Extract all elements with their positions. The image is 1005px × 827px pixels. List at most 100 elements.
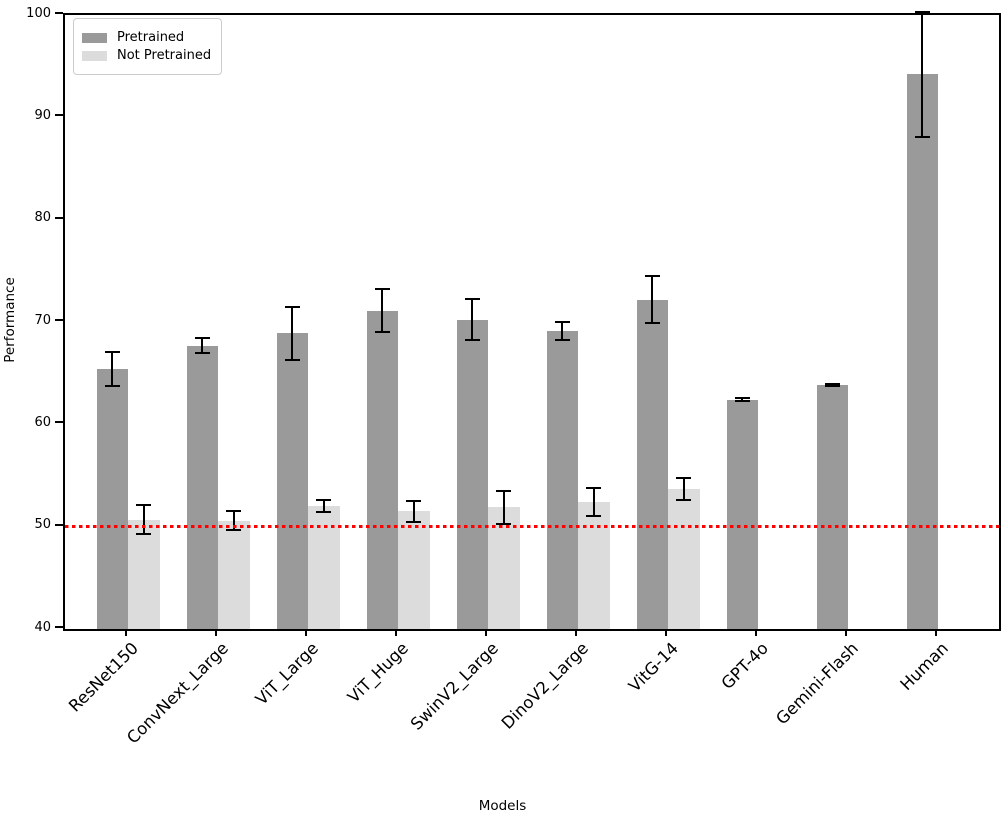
bar-pretrained-SwinV2_Large bbox=[456, 319, 488, 629]
error-bar-ViT_Huge bbox=[381, 289, 384, 333]
y-tick-label-80: 80 bbox=[34, 210, 51, 226]
error-bar-VitG-14 bbox=[682, 477, 685, 501]
x-tick-Human bbox=[935, 629, 937, 636]
error-bar-cap bbox=[284, 358, 300, 361]
error-bar-DinoV2_Large bbox=[561, 322, 564, 341]
plot-area: Pretrained Not Pretrained bbox=[63, 10, 1001, 631]
error-bar-cap bbox=[554, 339, 570, 342]
error-bar-cap bbox=[406, 520, 422, 523]
x-tick-label-Human: Human bbox=[896, 638, 953, 695]
reference-line-y50 bbox=[65, 525, 999, 529]
error-bar-cap bbox=[194, 337, 210, 340]
x-tick-label-GPT-4o: GPT-4o bbox=[717, 638, 773, 693]
error-bar-ViT_Huge bbox=[412, 501, 415, 522]
y-tick-70 bbox=[55, 319, 63, 321]
x-tick-ConvNext_Large bbox=[215, 629, 217, 636]
bar-not-pretrained-VitG-14 bbox=[668, 488, 700, 629]
error-bar-VitG-14 bbox=[651, 275, 654, 323]
error-bar-cap bbox=[316, 499, 332, 502]
bar-pretrained-GPT-4o bbox=[726, 399, 758, 629]
legend-swatch-not-pretrained bbox=[82, 50, 107, 61]
legend: Pretrained Not Pretrained bbox=[73, 18, 223, 75]
y-tick-label-50: 50 bbox=[34, 517, 51, 533]
y-axis-title-text: Performance bbox=[2, 277, 18, 363]
error-bar-cap bbox=[104, 350, 120, 353]
x-tick-ViT_Huge bbox=[395, 629, 397, 636]
error-bar-cap bbox=[496, 522, 512, 525]
y-tick-40 bbox=[55, 626, 63, 628]
error-bar-ConvNext_Large bbox=[232, 511, 235, 530]
error-bar-GPT-4o bbox=[741, 398, 744, 402]
y-tick-label-40: 40 bbox=[34, 619, 51, 635]
x-tick-Gemini-Flash bbox=[845, 629, 847, 636]
y-tick-60 bbox=[55, 421, 63, 424]
y-tick-label-100: 100 bbox=[26, 5, 51, 21]
bar-not-pretrained-ConvNext_Large bbox=[218, 520, 250, 629]
x-tick-label-ViT_Huge: ViT_Huge bbox=[343, 638, 413, 707]
error-bar-cap bbox=[136, 504, 152, 507]
error-bar-cap bbox=[496, 489, 512, 492]
error-bar-cap bbox=[284, 305, 300, 308]
error-bar-cap bbox=[824, 383, 840, 386]
error-bar-cap bbox=[676, 476, 692, 479]
error-bar-cap bbox=[136, 532, 152, 535]
bar-not-pretrained-ResNet150 bbox=[128, 519, 160, 629]
error-bar-cap bbox=[554, 321, 570, 323]
x-tick-label-ViT_Large: ViT_Large bbox=[251, 638, 323, 709]
error-bar-cap bbox=[226, 528, 242, 531]
error-bar-cap bbox=[406, 500, 422, 503]
y-tick-label-60: 60 bbox=[34, 414, 51, 430]
x-tick-ViT_Large bbox=[305, 629, 307, 636]
error-bar-cap bbox=[644, 274, 660, 277]
bar-pretrained-VitG-14 bbox=[636, 299, 668, 629]
error-bar-cap bbox=[644, 322, 660, 325]
legend-entry-not-pretrained: Not Pretrained bbox=[82, 48, 211, 63]
bar-not-pretrained-ViT_Huge bbox=[398, 511, 430, 629]
error-bar-SwinV2_Large bbox=[471, 299, 474, 341]
error-bar-Human bbox=[921, 11, 924, 137]
x-tick-label-VitG-14: VitG-14 bbox=[624, 638, 683, 696]
x-tick-DinoV2_Large bbox=[575, 629, 577, 636]
x-tick-GPT-4o bbox=[755, 629, 757, 636]
error-bar-cap bbox=[316, 511, 332, 514]
error-bar-SwinV2_Large bbox=[502, 490, 505, 524]
y-tick-80 bbox=[55, 216, 63, 219]
x-tick-label-DinoV2_Large: DinoV2_Large bbox=[497, 638, 593, 733]
x-tick-ResNet150 bbox=[125, 629, 127, 636]
bar-not-pretrained-DinoV2_Large bbox=[578, 502, 610, 629]
y-tick-90 bbox=[55, 114, 63, 117]
y-tick-50 bbox=[55, 523, 63, 526]
bar-pretrained-ConvNext_Large bbox=[186, 345, 218, 629]
legend-label-pretrained: Pretrained bbox=[117, 30, 185, 45]
error-bar-ResNet150 bbox=[111, 351, 114, 387]
x-tick-label-SwinV2_Large: SwinV2_Large bbox=[406, 638, 503, 734]
error-bar-cap bbox=[104, 385, 120, 388]
x-axis-title: Models bbox=[478, 798, 527, 814]
legend-swatch-pretrained bbox=[82, 32, 107, 43]
x-tick-label-Gemini-Flash: Gemini-Flash bbox=[772, 638, 863, 729]
error-bar-cap bbox=[226, 510, 242, 513]
error-bar-Gemini-Flash bbox=[831, 384, 834, 387]
error-bar-ConvNext_Large bbox=[201, 338, 204, 353]
error-bar-ViT_Large bbox=[322, 500, 325, 513]
error-bar-cap bbox=[586, 515, 602, 518]
error-bar-cap bbox=[586, 486, 602, 489]
error-bar-cap bbox=[734, 400, 750, 403]
error-bar-cap bbox=[464, 339, 480, 342]
bar-pretrained-DinoV2_Large bbox=[546, 331, 578, 629]
error-bar-ViT_Large bbox=[291, 306, 294, 360]
error-bar-cap bbox=[824, 385, 840, 388]
error-bar-cap bbox=[676, 499, 692, 502]
x-tick-VitG-14 bbox=[665, 629, 667, 636]
bar-pretrained-ViT_Huge bbox=[366, 310, 398, 629]
legend-entry-pretrained: Pretrained bbox=[82, 30, 211, 45]
legend-label-not-pretrained: Not Pretrained bbox=[117, 48, 212, 63]
y-tick-100 bbox=[55, 12, 63, 14]
error-bar-DinoV2_Large bbox=[592, 487, 595, 517]
error-bar-cap bbox=[194, 351, 210, 354]
error-bar-cap bbox=[734, 397, 750, 400]
error-bar-cap bbox=[464, 298, 480, 301]
bar-pretrained-Human bbox=[906, 74, 938, 629]
bar-pretrained-ResNet150 bbox=[96, 369, 128, 629]
